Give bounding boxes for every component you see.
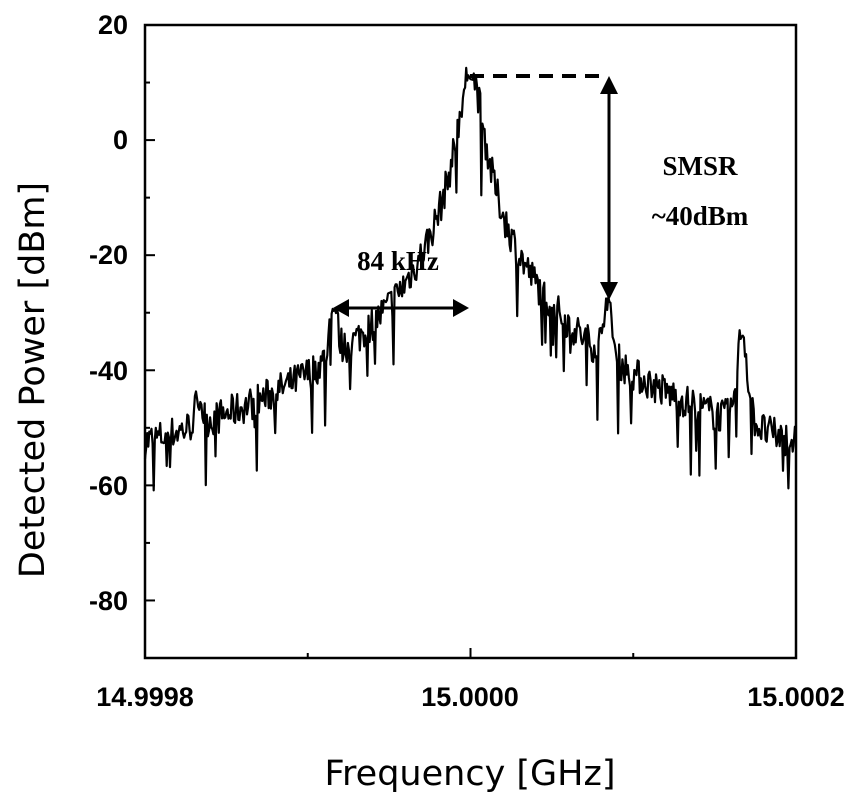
y-axis-title: Detected Power [dBm] <box>13 182 53 578</box>
y-tick-label-20: 20 <box>98 10 128 40</box>
spacing-arrow-left-head <box>333 299 349 317</box>
spectrum-trace <box>143 66 798 492</box>
y-tick-label-minus-80: -80 <box>89 586 128 616</box>
smsr-arrow-top-head <box>600 76 618 94</box>
smsr-arrow-bottom-head <box>600 282 618 300</box>
spacing-label: 84 kHz <box>357 246 439 276</box>
y-tick-label-minus-40: -40 <box>89 356 128 386</box>
plot-frame <box>143 23 798 660</box>
smsr-value-label: ~40dBm <box>652 201 749 231</box>
x-tick-label-14-9998: 14.9998 <box>96 682 194 712</box>
spacing-arrow-right-head <box>453 299 469 317</box>
x-axis-title: Frequency [GHz] <box>324 754 615 794</box>
x-tick-label-15-0002: 15.0002 <box>747 682 845 712</box>
y-tick-label-minus-60: -60 <box>89 471 128 501</box>
axis-ticks <box>144 24 797 659</box>
smsr-label: SMSR <box>662 151 738 181</box>
x-tick-label-15-0000: 15.0000 <box>421 682 519 712</box>
y-tick-label-minus-20: -20 <box>89 240 128 270</box>
y-tick-label-0: 0 <box>113 125 128 155</box>
